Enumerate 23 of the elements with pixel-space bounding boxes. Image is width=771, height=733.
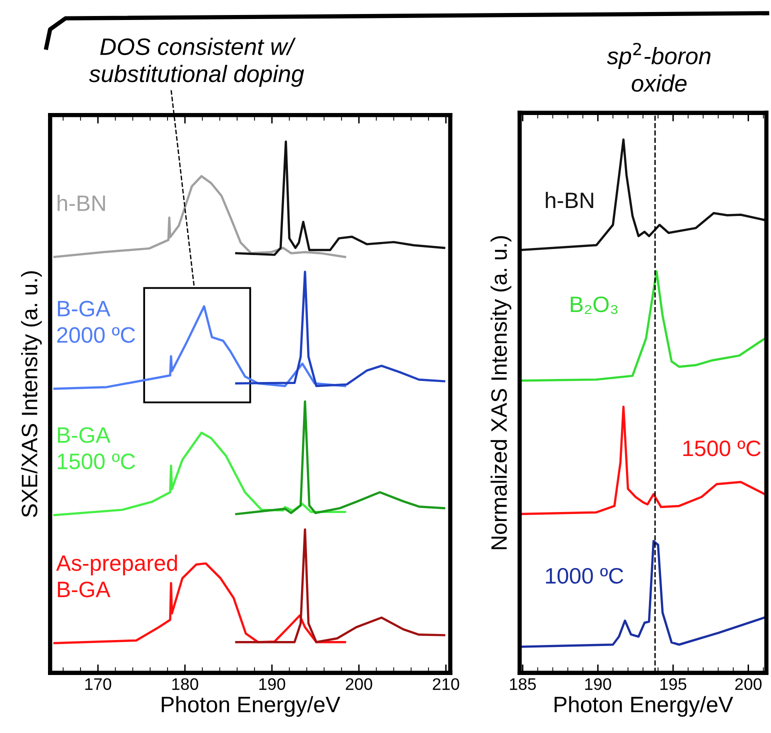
text: DOS consistent w/ substitutional doping	[89, 38, 304, 87]
series-label: As-prepared B-GA	[56, 554, 177, 598]
text: sp$^{2}$-boron oxide	[606, 42, 710, 92]
series-label: B₂O₃	[570, 296, 618, 314]
x-tick-label: 185	[510, 678, 536, 690]
x-axis-title: Photon Energy/eV	[162, 696, 340, 717]
x-tick-label: 180	[172, 678, 198, 690]
series-label: 1000 ºC	[546, 568, 624, 584]
x-axis-title: Photon Energy/eV	[554, 696, 734, 717]
y-axis-title: Normalized XAS Intensity (a. u.)	[490, 236, 512, 550]
series-label: B-GA 2000 ºC	[57, 300, 136, 343]
series-label: h-BN	[58, 194, 105, 211]
x-tick-label: 190	[585, 678, 612, 690]
x-tick-label: 190	[259, 678, 286, 690]
x-tick-label: 200	[735, 678, 762, 690]
x-tick-label: 195	[660, 678, 686, 690]
y-axis-title: SXE/XAS Intensity (a. u.)	[21, 271, 42, 518]
series-label: 1500 ºC	[683, 440, 761, 456]
series-label: B-GA 1500 ºC	[58, 427, 136, 470]
x-tick-label: 170	[85, 678, 112, 690]
series-label: h-BN	[546, 192, 594, 208]
x-tick-label: 210	[432, 678, 460, 690]
x-tick-label: 200	[346, 678, 372, 690]
